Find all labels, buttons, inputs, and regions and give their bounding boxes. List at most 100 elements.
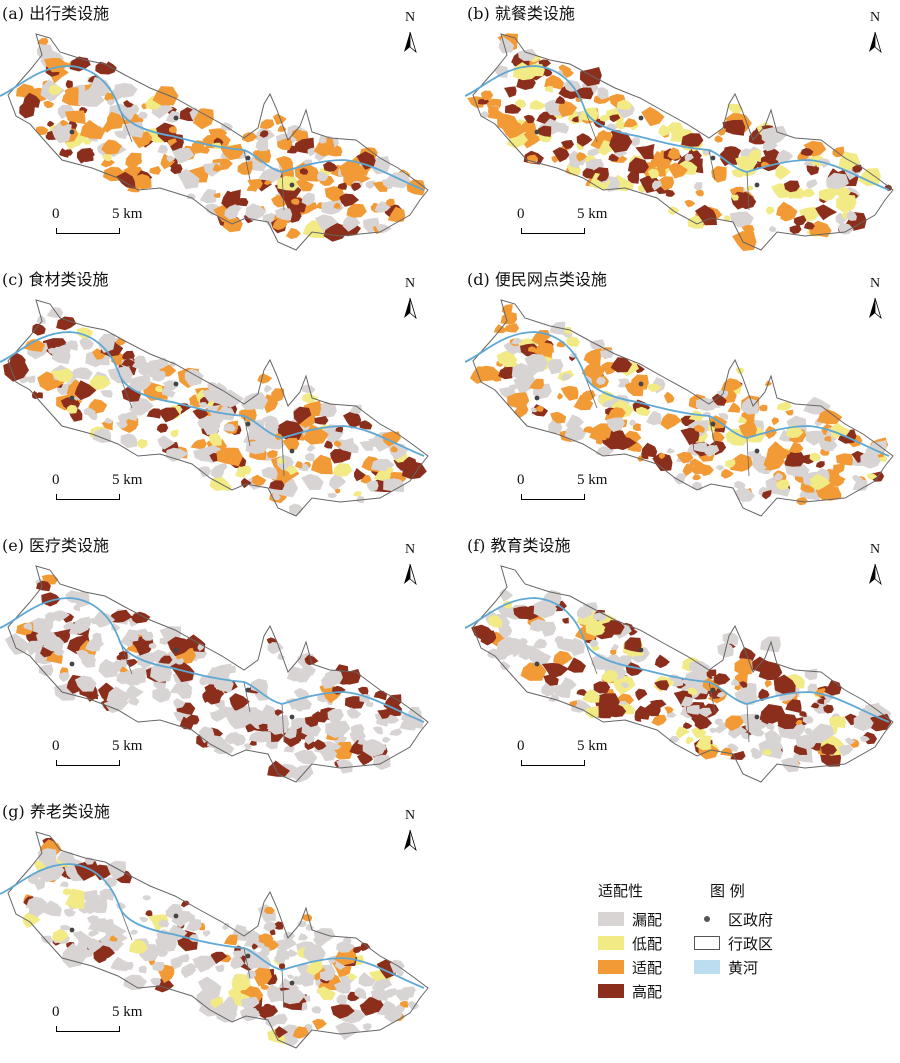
patch-missing: [714, 718, 723, 726]
patch-missing: [802, 715, 814, 725]
patch-missing: [292, 975, 303, 985]
patch-fit: [689, 459, 697, 467]
patch-high: [45, 134, 54, 141]
scale-five-km: 5 km: [112, 1004, 143, 1020]
patch-fit: [64, 110, 86, 125]
patch-fit: [271, 388, 285, 403]
patch-missing: [271, 492, 281, 501]
patch-high: [810, 702, 820, 709]
patch-low: [647, 168, 660, 179]
patch-high: [275, 1026, 288, 1039]
patch-low: [210, 996, 224, 1008]
patch-missing: [671, 680, 679, 687]
patch-missing: [730, 678, 740, 686]
patch-missing: [344, 442, 359, 454]
patch-missing: [83, 686, 90, 692]
patch-high: [356, 151, 376, 170]
patch-fit: [59, 119, 69, 127]
patch-missing: [620, 682, 629, 689]
patch-high: [167, 636, 192, 657]
patch-missing: [186, 963, 198, 972]
patch-fit: [302, 914, 313, 922]
patch-missing: [58, 672, 70, 682]
patch-missing: [285, 1036, 299, 1047]
patch-fit: [785, 409, 794, 416]
patch-fit: [651, 714, 667, 726]
patch-high: [373, 690, 387, 701]
patch-missing: [42, 635, 65, 652]
patch-fit: [725, 715, 744, 732]
patch-fit: [553, 650, 573, 667]
patch-high: [268, 480, 285, 491]
patch-low: [50, 368, 74, 383]
patch-fit: [119, 666, 128, 673]
patch-missing: [51, 610, 70, 622]
patch-high: [566, 657, 586, 673]
patch-missing: [680, 696, 693, 707]
patch-missing: [227, 665, 236, 674]
patch-missing: [298, 933, 309, 941]
patch-high: [867, 713, 892, 732]
patch-missing: [173, 698, 186, 709]
patch-high: [820, 743, 837, 755]
patch-missing: [399, 718, 418, 731]
patch-missing: [634, 655, 646, 662]
patch-high: [652, 452, 673, 472]
scale-bar-line: [56, 1026, 120, 1032]
patch-missing: [553, 122, 570, 134]
patch-missing: [293, 667, 311, 683]
patch-low: [347, 973, 358, 981]
patch-fit: [817, 409, 843, 425]
patch-fit: [237, 160, 253, 175]
patch-fit: [682, 463, 693, 477]
patch-high: [571, 116, 579, 123]
patch-low: [818, 188, 837, 202]
patch-high: [523, 114, 535, 124]
north-letter: N: [869, 10, 881, 25]
patch-missing: [336, 994, 347, 1005]
patch-low: [730, 194, 739, 201]
patch-fit: [333, 440, 342, 447]
patch-missing: [85, 638, 101, 652]
patch-missing: [123, 974, 147, 991]
patch-missing: [275, 207, 293, 221]
patch-missing: [366, 480, 379, 492]
north-label: N: [865, 276, 885, 292]
patch-missing: [494, 65, 509, 78]
patch-missing: [121, 962, 134, 970]
patch-fit: [765, 425, 777, 439]
map-svg: [465, 563, 894, 783]
patch-fit: [285, 227, 301, 240]
patch-high: [627, 171, 640, 184]
patch-high: [116, 171, 136, 189]
patch-missing: [111, 622, 121, 631]
patch-low: [582, 689, 600, 703]
patch-missing: [29, 901, 47, 917]
patch-missing: [198, 726, 215, 744]
patch-fit: [294, 461, 303, 469]
patch-missing: [243, 743, 252, 750]
scale-zero: 0: [52, 1004, 60, 1020]
patch-missing: [362, 739, 387, 757]
patch-fit: [276, 155, 293, 172]
district-inner-boundary: [584, 641, 750, 743]
patch-low: [766, 206, 775, 215]
patch-missing: [365, 702, 374, 707]
patch-low: [687, 215, 704, 229]
patch-missing: [43, 900, 62, 917]
scale-bar-line: [56, 494, 120, 500]
patch-missing: [248, 731, 266, 743]
patch-high: [19, 101, 36, 119]
patch-fit: [771, 417, 780, 426]
patch-missing: [65, 340, 78, 351]
patch-missing: [99, 888, 114, 901]
patch-high: [357, 752, 373, 766]
patch-fit: [260, 984, 270, 990]
panel-title: (f) 教育类设施: [467, 536, 571, 555]
patch-fit: [382, 431, 401, 448]
patch-missing: [102, 918, 114, 931]
patch-fit: [717, 128, 726, 136]
panel-title: (b) 就餐类设施: [467, 4, 575, 23]
patch-fit: [23, 339, 45, 352]
patch-fit: [835, 453, 854, 466]
